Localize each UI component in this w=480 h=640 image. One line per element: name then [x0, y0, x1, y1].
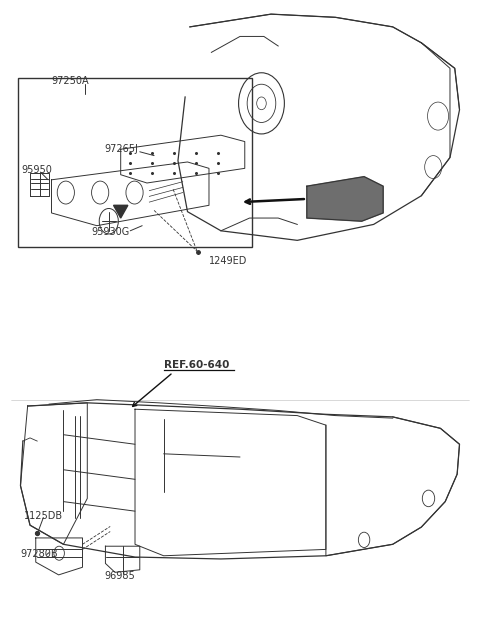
Bar [18, 78, 252, 246]
Text: 97280B: 97280B [21, 550, 58, 559]
Text: 1125DB: 1125DB [24, 511, 63, 521]
Text: 97265J: 97265J [104, 144, 138, 154]
Text: REF.60-640: REF.60-640 [164, 360, 229, 370]
Polygon shape [114, 205, 128, 218]
Text: 95930G: 95930G [91, 227, 129, 237]
Text: 95950: 95950 [22, 165, 52, 175]
Polygon shape [307, 177, 383, 221]
Text: 97250A: 97250A [51, 76, 89, 86]
Text: 96985: 96985 [104, 571, 135, 581]
Text: 1249ED: 1249ED [209, 257, 247, 266]
